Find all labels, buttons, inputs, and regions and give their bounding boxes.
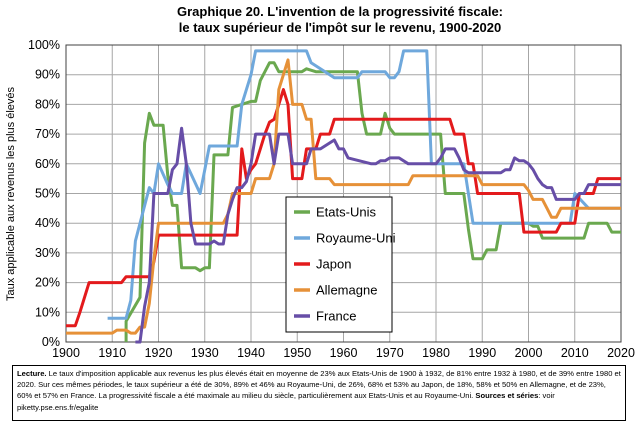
y-tick-label: 40%: [35, 216, 60, 230]
y-tick-label: 70%: [35, 127, 60, 141]
legend-label: Japon: [316, 257, 351, 272]
legend-label: Allemagne: [316, 283, 377, 298]
axes: 0% 10% 20% 30% 40% 50% 60% 70% 80% 90% 100% 1900 191…: [28, 38, 635, 360]
sources-label: Sources et séries: [475, 391, 539, 401]
series-line-france: [135, 126, 621, 344]
y-tick-label: 80%: [35, 97, 60, 111]
y-tick-label: 0%: [42, 335, 60, 349]
x-tick-label: 1970: [376, 346, 404, 360]
x-tick-label: 1950: [283, 346, 311, 360]
reading-note-label: Lecture.: [17, 369, 47, 378]
plot-frame: [65, 44, 622, 343]
x-tick-label: 2020: [607, 346, 635, 360]
chart-title-line1: Graphique 20. L'invention de la progress…: [176, 4, 503, 19]
line-chart: 0% 10% 20% 30% 40% 50% 60% 70% 80% 90% 100% 1900 191…: [28, 38, 635, 360]
y-tick-label: 30%: [35, 246, 60, 260]
y-tick-label: 50%: [35, 187, 60, 201]
x-tick-label: 1990: [468, 346, 496, 360]
legend: Etats-Unis Royaume-Uni Japon Allemagne Franc…: [285, 196, 396, 333]
x-tick-label: 1920: [145, 346, 173, 360]
y-tick-label: 100%: [28, 38, 60, 52]
series-lines: [66, 49, 621, 344]
sources-text: : voir piketty.pse.ens.fr/egalite: [17, 391, 555, 412]
y-tick-label: 20%: [35, 276, 60, 290]
x-tick-label: 2010: [561, 346, 589, 360]
chart-title-line2: le taux supérieur de l'impôt sur le reve…: [178, 20, 502, 35]
x-tick-label: 1930: [191, 346, 219, 360]
reading-note-text: Le taux d'imposition applicable aux reve…: [17, 369, 621, 401]
x-tick-label: 1980: [422, 346, 450, 360]
x-tick-label: 1910: [98, 346, 126, 360]
x-tick-label: 1960: [330, 346, 358, 360]
x-tick-label: 1900: [52, 346, 80, 360]
y-tick-label: 10%: [35, 305, 60, 319]
series-line-allemagne: [66, 58, 621, 335]
chart-title: Graphique 20. L'invention de la progress…: [60, 4, 620, 36]
legend-label: France: [316, 309, 356, 324]
legend-label: Etats-Unis: [316, 205, 376, 220]
y-tick-label: 60%: [35, 157, 60, 171]
series-line-royaume-uni: [107, 49, 621, 320]
x-tick-label: 1940: [237, 346, 265, 360]
x-tick-label: 2000: [515, 346, 543, 360]
legend-label: Royaume-Uni: [316, 231, 396, 246]
reading-note: Lecture. Le taux d'imposition applicable…: [12, 365, 626, 421]
y-tick-label: 90%: [35, 68, 60, 82]
